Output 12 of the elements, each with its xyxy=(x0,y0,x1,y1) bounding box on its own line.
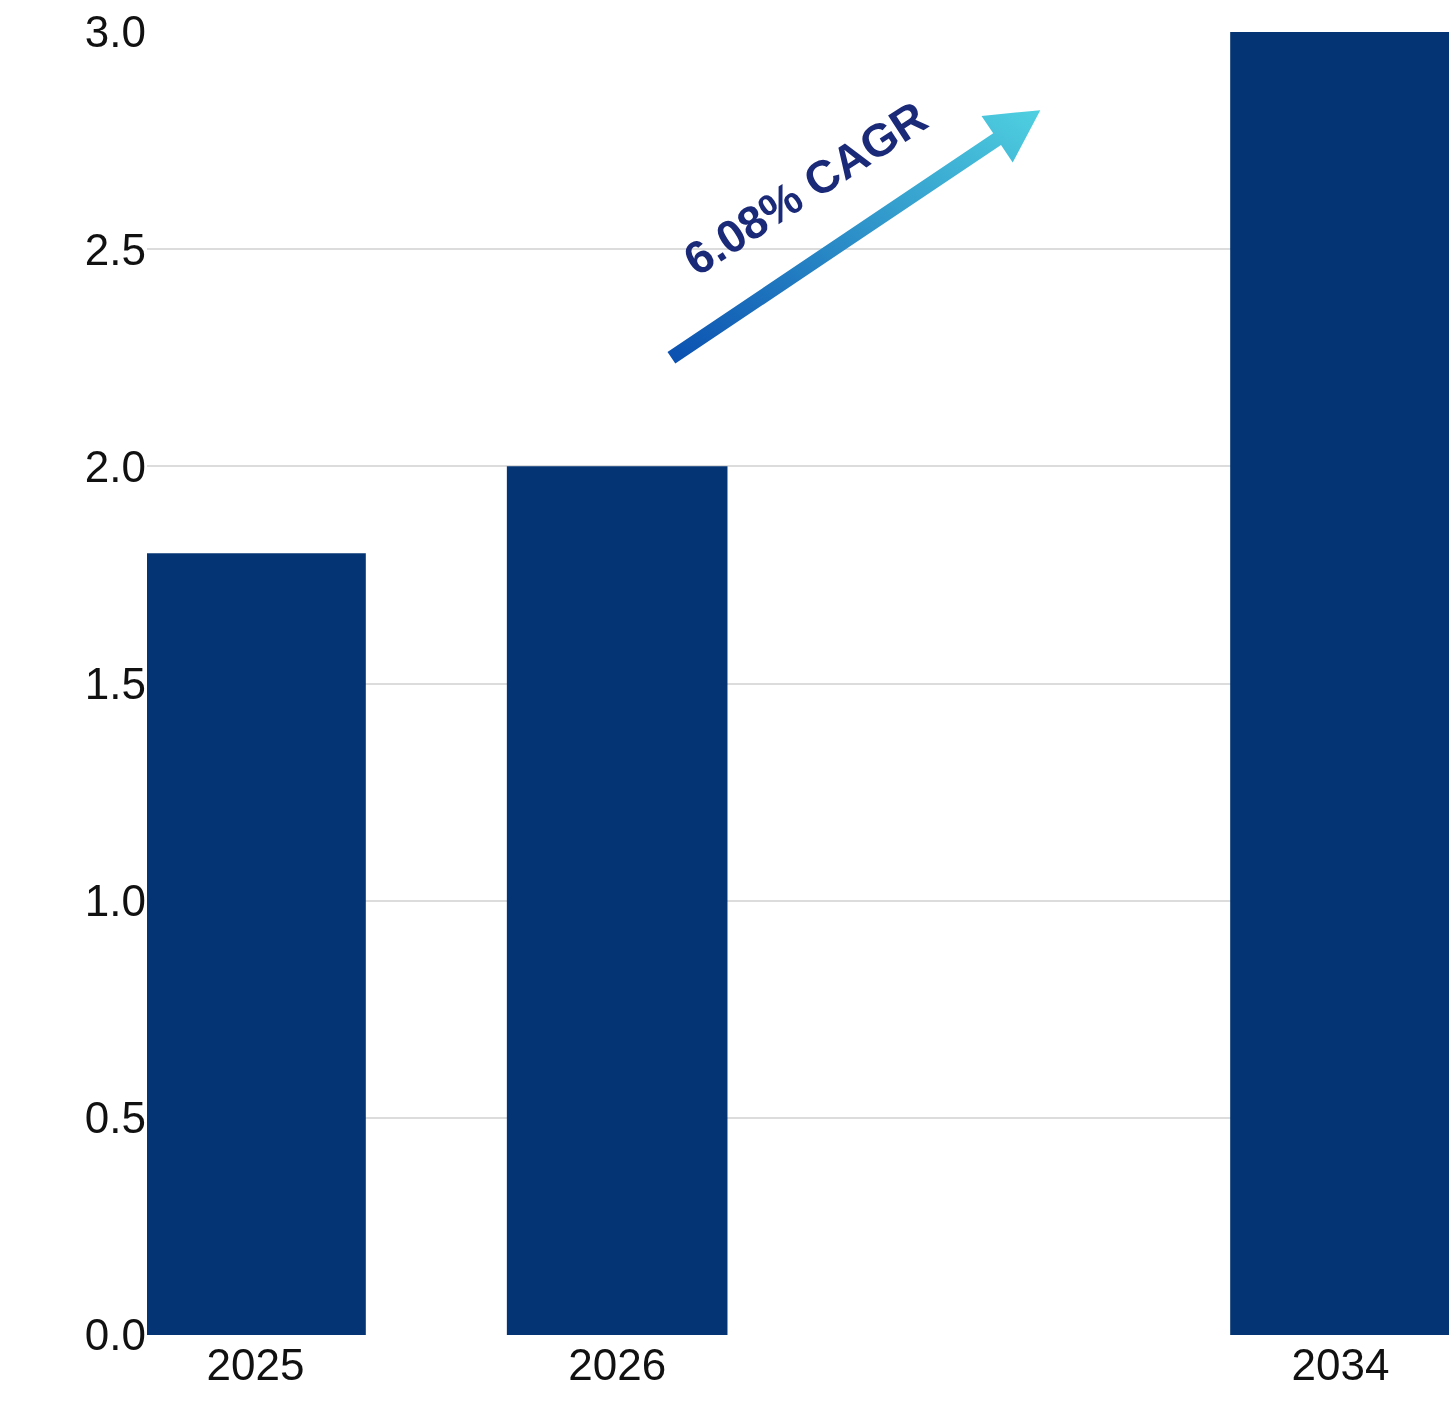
y-tick-label: 0.5 xyxy=(84,1093,146,1143)
x-tick-label: 2034 xyxy=(1291,1340,1390,1389)
x-tick-label: 2026 xyxy=(568,1340,667,1389)
y-tick-label: 1.0 xyxy=(84,876,146,926)
bar xyxy=(147,553,366,1335)
x-tick-label: 2025 xyxy=(206,1340,305,1389)
y-tick-label: 2.0 xyxy=(84,441,146,491)
bar xyxy=(1230,32,1449,1335)
y-tick-label: 0.0 xyxy=(84,1310,146,1360)
y-tick-label: 1.5 xyxy=(84,658,146,708)
y-tick-label: 2.5 xyxy=(84,224,146,274)
y-tick-label: 3.0 xyxy=(84,7,146,57)
